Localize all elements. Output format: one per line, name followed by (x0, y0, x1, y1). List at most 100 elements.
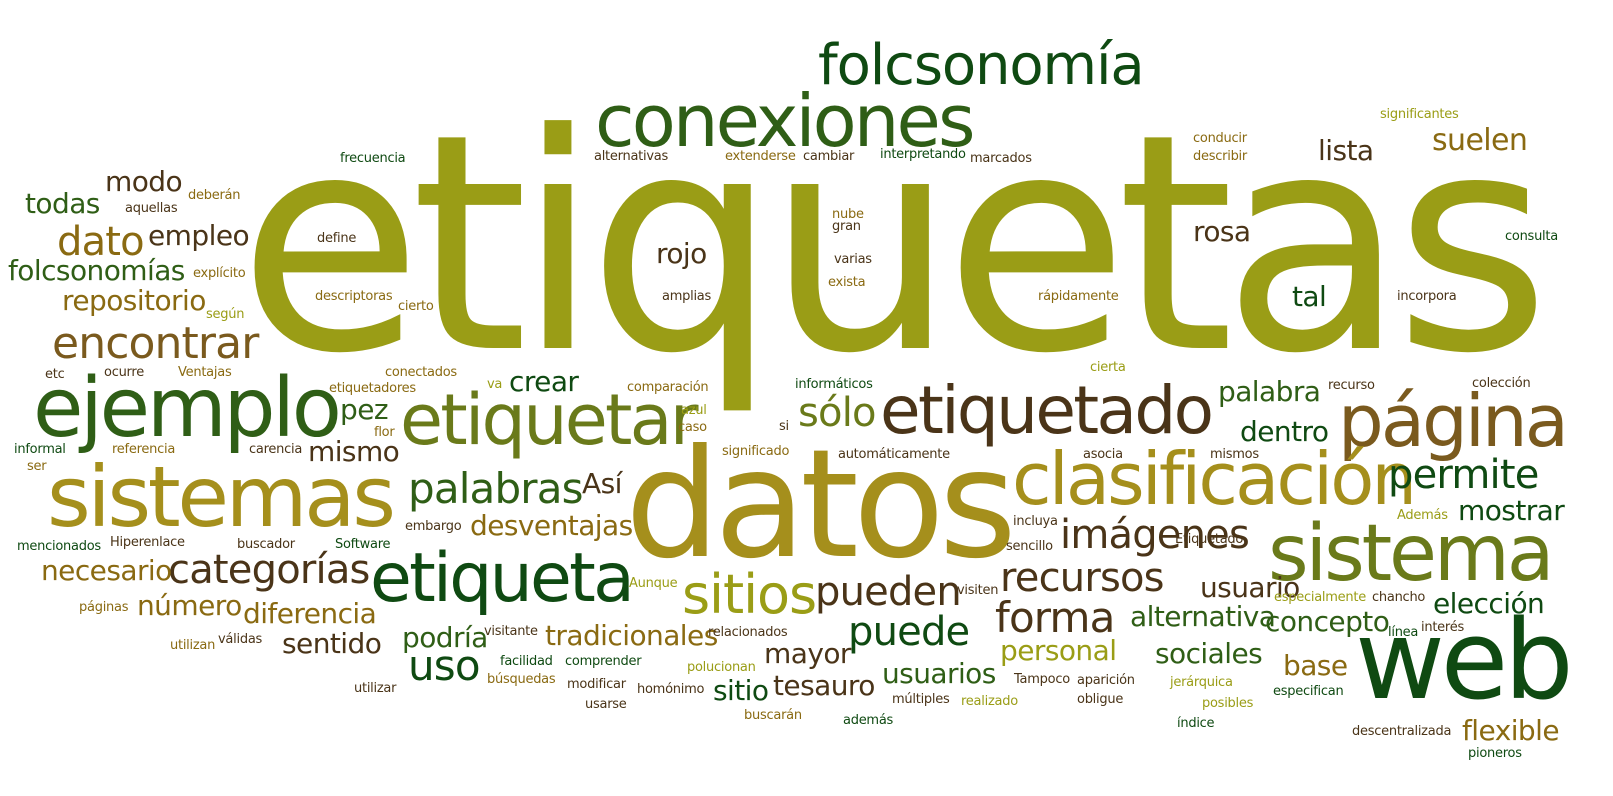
word-incluya: incluya (1013, 514, 1058, 529)
word-etiqueta: etiqueta (370, 539, 635, 618)
word-cierto: cierto (398, 299, 434, 314)
word-pueden: pueden (815, 569, 962, 615)
word-páginas: páginas (79, 600, 129, 615)
word-empleo: empleo (148, 219, 250, 252)
word-conducir: conducir (1193, 131, 1247, 146)
word-flexible: flexible (1462, 714, 1560, 747)
word-buscador: buscador (237, 537, 295, 552)
word-pez: pez (340, 393, 389, 426)
word-modificar: modificar (567, 677, 626, 692)
word-web: web (1355, 596, 1574, 724)
word-desventajas: desventajas (470, 509, 633, 542)
word-utilizar: utilizar (354, 681, 397, 696)
word-mayor: mayor (764, 637, 851, 670)
word-personal: personal (1000, 634, 1117, 667)
word-polucionan: polucionan (687, 660, 756, 675)
word-incorpora: incorpora (1397, 289, 1457, 304)
word-ocurre: ocurre (104, 365, 144, 380)
word-mismos: mismos (1210, 447, 1259, 462)
word-posibles: posibles (1202, 696, 1254, 711)
word-página: página (1338, 379, 1569, 463)
word-alternativa: alternativa (1130, 600, 1276, 633)
word-dato: dato (57, 219, 145, 265)
word-además: Además (1397, 508, 1448, 523)
word-lista: lista (1318, 134, 1374, 167)
word-extenderse: extenderse (725, 149, 796, 164)
word-jerárquica: jerárquica (1170, 675, 1233, 690)
word-encontrar: encontrar (52, 318, 259, 369)
word-clasificación: clasificación (1012, 437, 1417, 521)
word-modo: modo (105, 165, 183, 198)
word-amplias: amplias (662, 289, 712, 304)
word-recursos: recursos (1000, 555, 1165, 601)
word-crear: crear (509, 365, 579, 398)
word-todas: todas (25, 187, 100, 220)
word-palabra: palabra (1218, 375, 1321, 408)
word-según: según (206, 307, 245, 322)
word-conexiones: conexiones (595, 79, 975, 163)
word-especifican: especifican (1273, 684, 1344, 699)
word-etiquetas: etiquetas (238, 70, 1550, 419)
word-sitios: sitios (682, 563, 817, 626)
word-línea: línea (1388, 625, 1419, 640)
word-azul: azul (681, 403, 707, 418)
word-rojo: rojo (656, 237, 707, 270)
word-válidas: válidas (218, 632, 263, 647)
word-sencillo: sencillo (1006, 539, 1053, 554)
word-caso: caso (678, 420, 707, 435)
word-homónimo: homónimo (637, 682, 705, 697)
word-consulta: consulta (1505, 229, 1558, 244)
word-etc: etc (45, 367, 65, 382)
word-mostrar: mostrar (1458, 494, 1565, 527)
word-visiten: visiten (957, 583, 999, 598)
word-describir: describir (1193, 149, 1247, 164)
word-imágenes: imágenes (1060, 512, 1250, 558)
word-aunque: Aunque (629, 576, 678, 591)
word-aparición: aparición (1077, 673, 1135, 688)
word-ser: ser (27, 459, 47, 474)
word-informal: informal (14, 442, 66, 457)
word-datos: datos (625, 418, 1017, 592)
word-interpretando: interpretando (880, 147, 966, 162)
word-alternativas: alternativas (594, 149, 669, 164)
word-informáticos: informáticos (795, 377, 873, 392)
word-necesario: necesario (41, 554, 172, 587)
word-buscarán: buscarán (744, 708, 802, 723)
word-facilidad: facilidad (500, 654, 553, 669)
word-tal: tal (1292, 280, 1327, 313)
word-referencia: referencia (112, 442, 176, 457)
word-número: número (137, 589, 242, 622)
word-software: Software (335, 537, 391, 552)
word-significantes: significantes (1380, 107, 1459, 122)
word-comprender: comprender (565, 654, 642, 669)
word-usuario: usuario (1200, 571, 1300, 604)
word-además: además (843, 713, 894, 728)
word-asocia: asocia (1083, 447, 1123, 462)
word-usuarios: usuarios (882, 657, 996, 690)
word-folcsonomía: folcsonomía (818, 33, 1145, 98)
word-índice: índice (1177, 716, 1215, 731)
word-varias: varias (834, 252, 872, 267)
word-usarse: usarse (585, 697, 627, 712)
word-uso: uso (408, 641, 481, 690)
word-embargo: embargo (405, 519, 462, 534)
word-dentro: dentro (1240, 415, 1329, 448)
word-sólo: sólo (798, 390, 877, 436)
word-descriptoras: descriptoras (315, 289, 393, 304)
word-deberán: deberán (188, 188, 241, 203)
word-explícito: explícito (193, 266, 246, 281)
word-sentido: sentido (282, 627, 382, 660)
word-frecuencia: frecuencia (340, 151, 406, 166)
word-etiquetadores: etiquetadores (329, 381, 416, 396)
word-flor: flor (374, 425, 395, 440)
word-si: si (779, 419, 789, 434)
word-recurso: recurso (1328, 378, 1375, 393)
word-hiperenlace: Hiperenlace (110, 535, 185, 550)
word-rápidamente: rápidamente (1038, 289, 1119, 304)
word-descentralizada: descentralizada (1352, 724, 1452, 739)
word-palabras: palabras (408, 464, 583, 513)
word-comparación: comparación (627, 380, 709, 395)
word-relacionados: relacionados (708, 625, 788, 640)
word-va: va (487, 377, 503, 392)
word-ventajas: Ventajas (178, 365, 232, 380)
